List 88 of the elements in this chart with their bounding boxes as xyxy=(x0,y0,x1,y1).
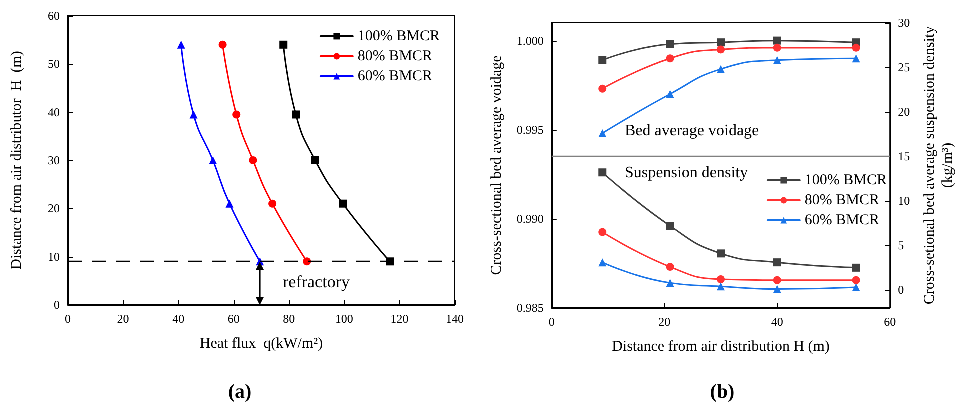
y-axis-title: Cross-sectional bed average voidage xyxy=(489,55,505,276)
point xyxy=(209,156,218,164)
annotation: Suspension density xyxy=(625,164,748,182)
y-tick-label: 30 xyxy=(48,154,60,168)
legend-label: 100% BMCR xyxy=(358,28,440,44)
point xyxy=(311,156,320,164)
x-axis-title: Heat flux q(kW/m²) xyxy=(200,336,324,352)
y2-tick-label: 20 xyxy=(898,105,910,120)
y-tick-label: 10 xyxy=(48,250,60,264)
point xyxy=(852,44,860,52)
point xyxy=(773,258,782,267)
y-tick-label: 20 xyxy=(48,202,60,216)
point xyxy=(717,65,725,74)
y-tick-label: 0.985 xyxy=(516,301,544,315)
point xyxy=(773,285,782,294)
point xyxy=(852,264,860,272)
point xyxy=(773,56,782,64)
point xyxy=(666,54,674,63)
x-tick-label: 120 xyxy=(390,312,409,326)
point xyxy=(717,250,725,258)
point xyxy=(666,263,674,272)
point xyxy=(598,228,607,236)
annotation: Bed average voidage xyxy=(625,122,760,140)
point xyxy=(303,258,312,266)
point xyxy=(598,56,607,64)
point xyxy=(773,36,782,45)
y2-tick-label: 30 xyxy=(898,16,910,30)
y2-tick-label: 15 xyxy=(898,150,910,164)
x-tick-label: 40 xyxy=(771,315,784,329)
point xyxy=(249,156,258,164)
legend-label: 100% BMCR xyxy=(804,172,888,188)
x-tick-label: 140 xyxy=(446,312,464,326)
point xyxy=(773,44,782,52)
point xyxy=(598,258,607,267)
point xyxy=(177,40,186,49)
point xyxy=(232,110,241,119)
point xyxy=(717,38,725,47)
point xyxy=(190,110,198,119)
point xyxy=(598,168,607,177)
text: (b) xyxy=(710,381,735,403)
y-tick-label: 1.000 xyxy=(516,34,544,48)
x-tick-label: 60 xyxy=(228,312,240,326)
x-tick-label: 100 xyxy=(335,312,354,326)
point xyxy=(773,276,782,284)
point xyxy=(666,90,674,98)
point xyxy=(666,222,674,230)
y-axis-title: Distance from air distributor H (m) xyxy=(9,51,25,270)
x-tick-label: 20 xyxy=(117,312,130,326)
y2-axis-title: Cross-setional bed average suspension density (kg/m³) xyxy=(922,26,956,305)
point xyxy=(717,46,725,54)
point xyxy=(666,40,674,48)
x-tick-label: 80 xyxy=(283,312,296,326)
point xyxy=(268,200,277,208)
y-tick-label: 60 xyxy=(48,9,60,23)
point xyxy=(666,279,674,288)
text: (a) xyxy=(228,381,252,403)
y2-tick-label: 10 xyxy=(898,194,910,208)
y2-tick-label: 5 xyxy=(898,238,904,253)
legend-label: 60% BMCR xyxy=(804,212,880,228)
point xyxy=(218,40,227,49)
point xyxy=(852,276,860,284)
ref-line-label: refractory xyxy=(282,272,350,292)
x-tick-label: 0 xyxy=(65,312,71,326)
x-axis-title: Distance from air distribution H (m) xyxy=(612,339,830,355)
y-tick-label: 0.995 xyxy=(516,122,544,137)
x-tick-label: 60 xyxy=(884,315,896,329)
y-tick-label: 0 xyxy=(54,298,60,312)
x-tick-label: 40 xyxy=(172,312,185,326)
point xyxy=(598,129,607,138)
point xyxy=(598,84,607,93)
point xyxy=(292,110,300,119)
point xyxy=(852,284,860,292)
y2-tick-label: 0 xyxy=(898,283,904,298)
y2-tick-label: 25 xyxy=(898,60,910,75)
y-tick-label: 40 xyxy=(48,105,60,120)
legend-label: 60% BMCR xyxy=(358,68,433,84)
point xyxy=(226,200,234,208)
legend-label: 80% BMCR xyxy=(358,48,433,64)
point xyxy=(280,40,288,49)
point xyxy=(717,276,725,284)
x-tick-label: 0 xyxy=(548,315,555,329)
point xyxy=(852,54,860,63)
point xyxy=(339,200,348,208)
y-tick-label: 0.990 xyxy=(516,212,544,226)
x-tick-label: 20 xyxy=(658,315,671,329)
point xyxy=(717,282,725,291)
y-tick-label: 50 xyxy=(48,57,60,72)
legend-label: 80% BMCR xyxy=(804,192,880,208)
